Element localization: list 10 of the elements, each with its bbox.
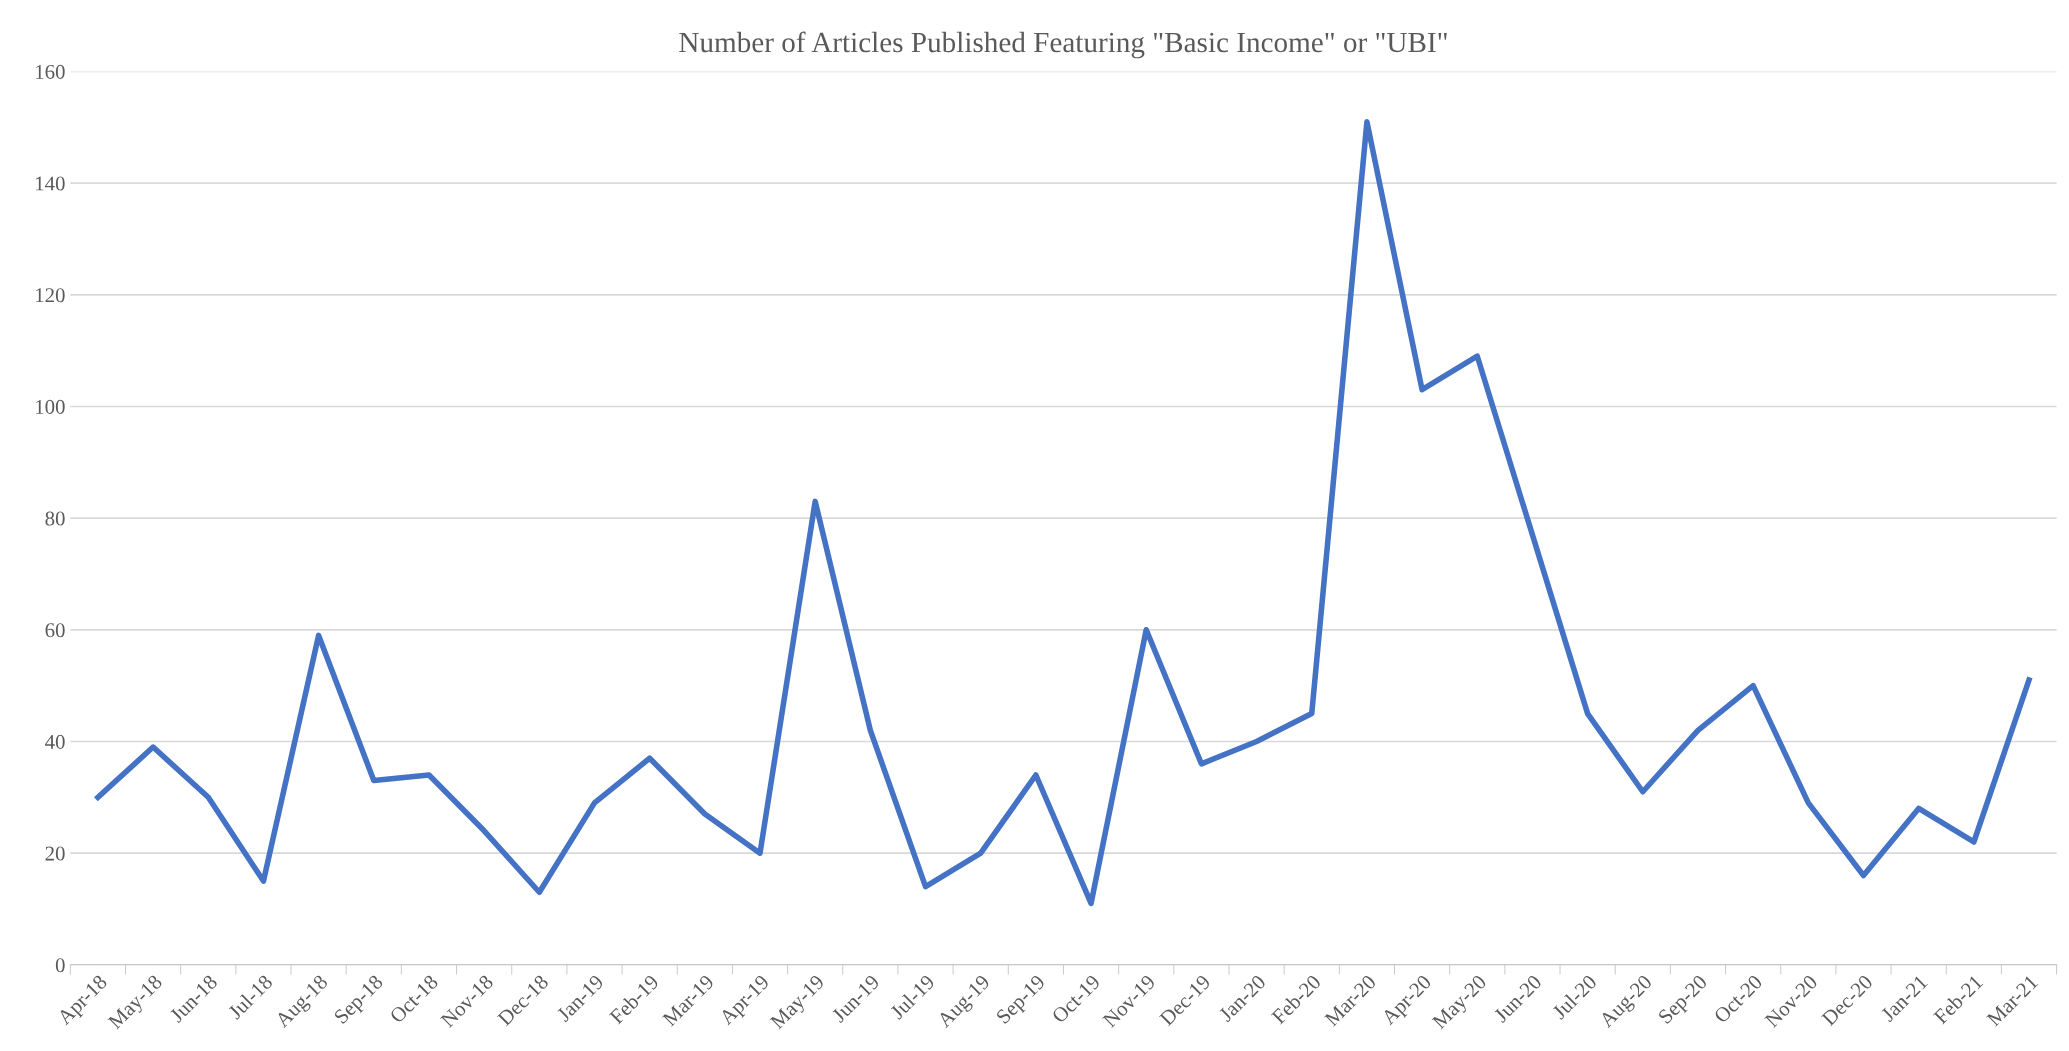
y-tick-label: 140 [36, 176, 65, 191]
y-tick-label: 40 [45, 734, 65, 749]
y-tick-label: 20 [45, 846, 65, 861]
chart-title: Number of Articles Published Featuring "Basic Income" or "UBI" [679, 31, 1447, 59]
y-tick-label: 0 [55, 958, 65, 973]
y-tick-label: 120 [36, 288, 65, 303]
y-tick-label: 60 [45, 623, 65, 638]
y-tick-label: 80 [45, 511, 65, 526]
y-tick-label: 160 [36, 64, 65, 79]
y-tick-label: 100 [36, 399, 65, 414]
